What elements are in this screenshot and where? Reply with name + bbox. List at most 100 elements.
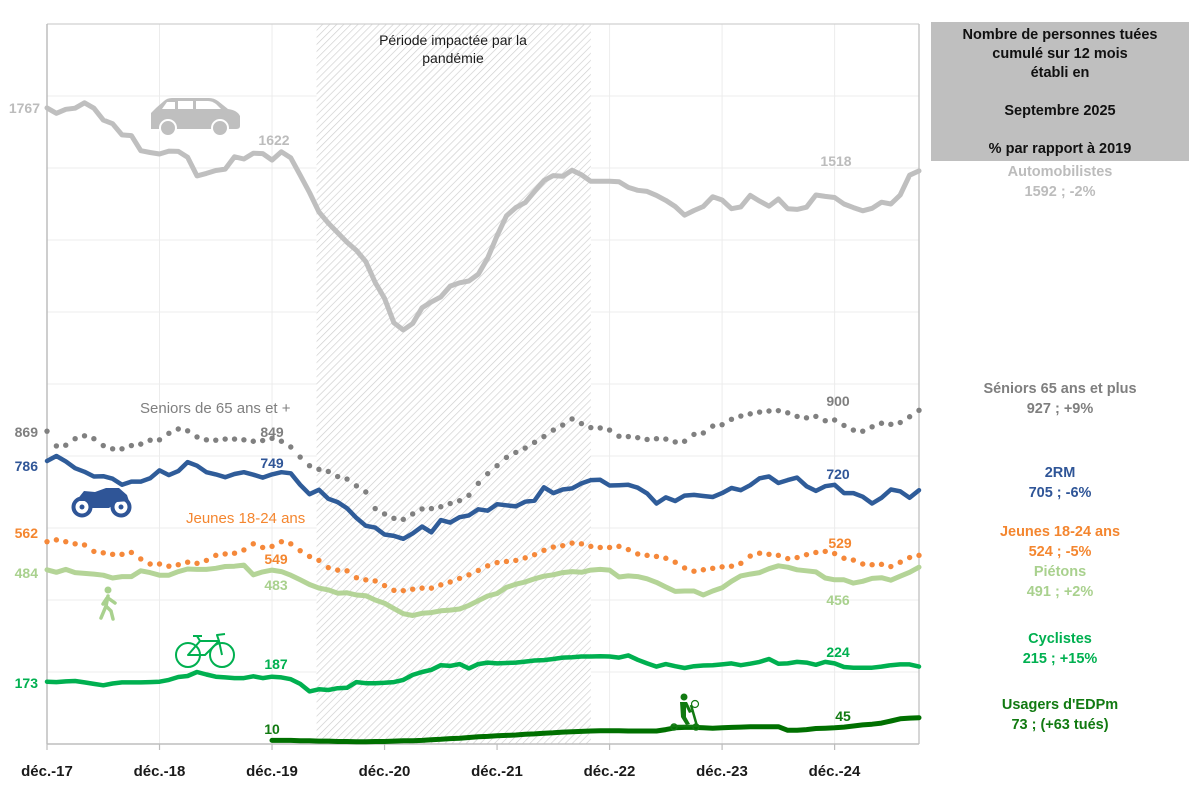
series-point-jeu	[794, 554, 800, 561]
series-point-sen	[484, 470, 491, 477]
legend-entry-name: Cyclistes	[1028, 631, 1092, 647]
series-point-sen	[653, 436, 660, 442]
series-point-jeu	[738, 560, 744, 566]
series-point-sen	[822, 418, 828, 424]
series-point-jeu	[860, 561, 866, 567]
series-point-jeu	[269, 543, 275, 550]
series-point-sen	[756, 409, 763, 415]
series-point-sen	[644, 436, 650, 443]
series-point-sen	[334, 473, 341, 480]
series-point-jeu	[241, 547, 247, 553]
series-point-sen	[850, 427, 857, 433]
series-point-jeu	[691, 568, 697, 574]
series-point-sen	[166, 430, 172, 437]
series-point-jeu	[484, 563, 491, 569]
series-point-sen	[616, 433, 622, 439]
series-point-jeu	[128, 549, 135, 556]
series-point-sen	[53, 443, 60, 449]
series-point-sen	[100, 442, 106, 449]
series-point-jeu	[109, 551, 116, 557]
series-point-jeu	[531, 551, 538, 558]
data-label-cyclistes: 187	[264, 656, 288, 672]
series-point-sen	[91, 436, 97, 442]
data-label-seniors: 849	[260, 424, 284, 440]
series-point-sen	[288, 444, 294, 450]
series-point-jeu	[569, 540, 575, 546]
series-point-sen	[109, 446, 116, 452]
data-label-cyclistes: 173	[15, 675, 39, 691]
series-point-sen	[897, 419, 903, 426]
series-point-sen	[194, 434, 200, 440]
series-point-jeu	[250, 541, 256, 547]
series-point-sen	[813, 413, 819, 420]
series-point-sen	[831, 417, 838, 423]
legend-entry-jeunes: Jeunes 18-24 ans 524 ; -5%	[931, 523, 1189, 562]
legend-entry-cyclistes: Cyclistes 215 ; +15%	[931, 630, 1189, 669]
series-sen	[44, 407, 922, 523]
series-point-sen	[128, 442, 135, 449]
series-point-jeu	[513, 557, 519, 564]
series-point-jeu	[700, 567, 707, 573]
series-point-jeu	[100, 550, 106, 556]
series-point-jeu	[550, 544, 557, 550]
series-point-jeu	[663, 555, 669, 561]
series-point-sen	[353, 483, 360, 489]
legend-entry-summary: 705 ; -6%	[1028, 484, 1092, 501]
series-point-jeu	[503, 558, 510, 565]
series-point-jeu	[175, 562, 181, 568]
series-line-auto	[44, 100, 922, 333]
x-tick-label: déc.-20	[359, 763, 411, 780]
series-point-jeu	[278, 538, 285, 545]
series-line-pie	[44, 562, 922, 618]
series-point-sen	[250, 438, 256, 444]
series-point-sen	[63, 442, 69, 448]
legend-header-line: % par rapport à 2019	[988, 141, 1132, 157]
series-point-sen	[841, 422, 847, 429]
series-point-sen	[559, 422, 566, 428]
series-point-jeu	[897, 559, 903, 565]
series-point-sen	[606, 427, 613, 433]
legend-entry-name: Automobilistes	[1007, 164, 1113, 180]
series-line-edp	[269, 715, 922, 745]
series-point-sen	[316, 466, 322, 473]
series-point-jeu	[916, 552, 922, 559]
series-point-sen	[466, 492, 472, 498]
series-point-jeu	[869, 562, 875, 568]
series-point-jeu	[906, 554, 913, 561]
data-label-pietons: 484	[15, 565, 39, 581]
series-point-jeu	[541, 547, 547, 554]
series-point-jeu	[194, 560, 200, 566]
series-point-sen	[916, 407, 922, 413]
series-point-jeu	[635, 551, 641, 557]
data-labels: 1767 1622 1518 869 849 900 786 749 720 5…	[9, 100, 852, 737]
series-point-jeu	[681, 565, 688, 571]
series-point-sen	[269, 435, 275, 442]
series-2rm	[44, 453, 922, 542]
series-point-jeu	[166, 563, 172, 569]
series-point-sen	[400, 516, 407, 523]
series-point-jeu	[306, 553, 313, 560]
legend-entry-summary: 927 ; +9%	[1026, 400, 1094, 417]
series-point-jeu	[81, 542, 88, 548]
series-point-jeu	[138, 556, 144, 562]
data-label-seniors: 869	[15, 424, 39, 440]
series-point-sen	[419, 506, 425, 512]
series-point-jeu	[438, 582, 444, 588]
series-point-jeu	[184, 559, 191, 565]
legend-header-line: Nombre de personnes tuées	[962, 27, 1158, 43]
plot-frame	[46, 23, 920, 750]
series-point-jeu	[372, 578, 378, 584]
series-point-sen	[306, 463, 313, 469]
scooter-icon	[670, 693, 700, 731]
motorcycle-icon	[71, 488, 132, 518]
series-point-sen	[259, 437, 266, 444]
series-point-sen	[325, 468, 331, 475]
series-point-sen	[860, 428, 866, 434]
series-point-sen	[635, 434, 641, 441]
legend-entry-name: Séniors 65 ans et plus	[983, 381, 1137, 397]
legend-header-line: Septembre 2025	[1004, 103, 1116, 119]
legend-entry-summary: 73 ; (+63 tués)	[1011, 716, 1109, 733]
data-label-jeunes: 562	[15, 525, 39, 541]
legend-entry-summary: 524 ; -5%	[1028, 543, 1092, 560]
x-tick-label: déc.-21	[471, 763, 523, 780]
